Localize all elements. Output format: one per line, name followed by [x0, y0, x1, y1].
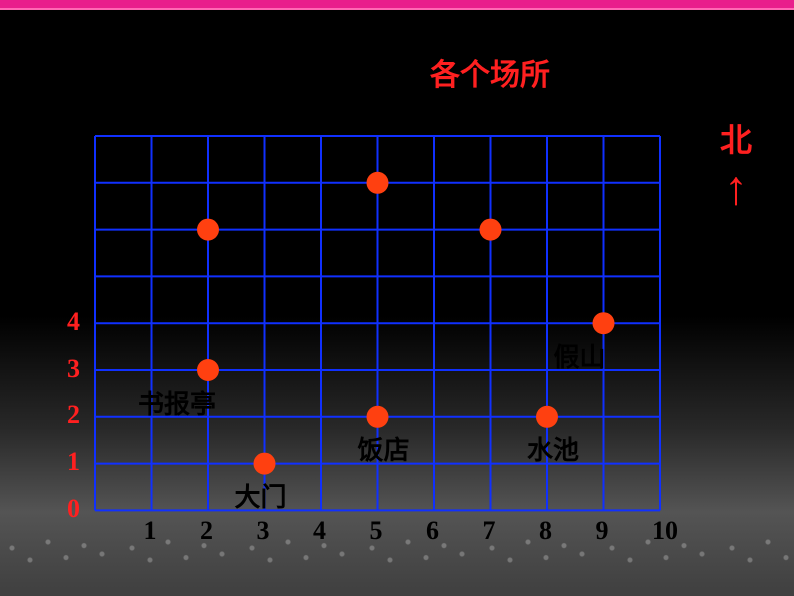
x-tick-label: 8	[539, 516, 552, 546]
x-tick-label: 4	[313, 516, 326, 546]
data-point	[254, 452, 276, 474]
x-tick-label: 2	[200, 516, 213, 546]
y-tick-label: 1	[67, 447, 80, 477]
data-point	[197, 218, 219, 240]
data-point	[593, 312, 615, 334]
point-label: 大门	[235, 477, 287, 514]
y-tick-label: 3	[67, 354, 80, 384]
data-point	[197, 359, 219, 381]
y-tick-label: 0	[67, 494, 80, 524]
x-tick-label: 6	[426, 516, 439, 546]
chart-title: 各个场所	[430, 50, 550, 94]
top-accent-bar	[0, 0, 794, 10]
x-tick-label: 3	[257, 516, 270, 546]
point-label: 假山	[554, 337, 606, 374]
x-tick-label: 10	[652, 516, 678, 546]
scatter-grid-chart: 1234567891001234大门饭店水池书报亭假山	[95, 136, 660, 510]
x-tick-label: 1	[144, 516, 157, 546]
point-label: 书报亭	[138, 384, 216, 421]
point-label: 水池	[527, 430, 579, 467]
x-tick-label: 9	[596, 516, 609, 546]
north-label: 北	[720, 115, 752, 161]
north-arrow-icon: ↑	[724, 165, 748, 213]
y-tick-label: 2	[67, 400, 80, 430]
data-point	[536, 405, 558, 427]
data-point	[367, 171, 389, 193]
x-tick-label: 7	[483, 516, 496, 546]
data-point	[367, 405, 389, 427]
data-point	[480, 218, 502, 240]
point-label: 饭店	[358, 430, 410, 467]
x-tick-label: 5	[370, 516, 383, 546]
y-tick-label: 4	[67, 307, 80, 337]
